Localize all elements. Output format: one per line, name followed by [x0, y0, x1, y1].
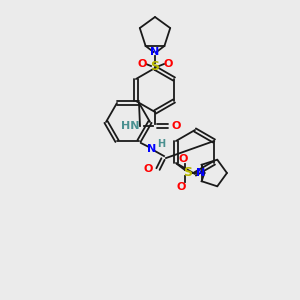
Text: O: O [163, 59, 173, 69]
Text: S: S [151, 59, 160, 73]
Text: O: O [144, 164, 153, 174]
Text: O: O [178, 154, 188, 164]
Text: O: O [176, 182, 186, 192]
Text: N: N [150, 47, 160, 57]
Text: N: N [196, 168, 206, 178]
Text: HN: HN [121, 121, 139, 131]
Text: N: N [147, 144, 157, 154]
Text: H: H [157, 139, 165, 149]
Text: O: O [137, 59, 147, 69]
Text: O: O [171, 121, 180, 131]
Text: S: S [183, 167, 192, 179]
